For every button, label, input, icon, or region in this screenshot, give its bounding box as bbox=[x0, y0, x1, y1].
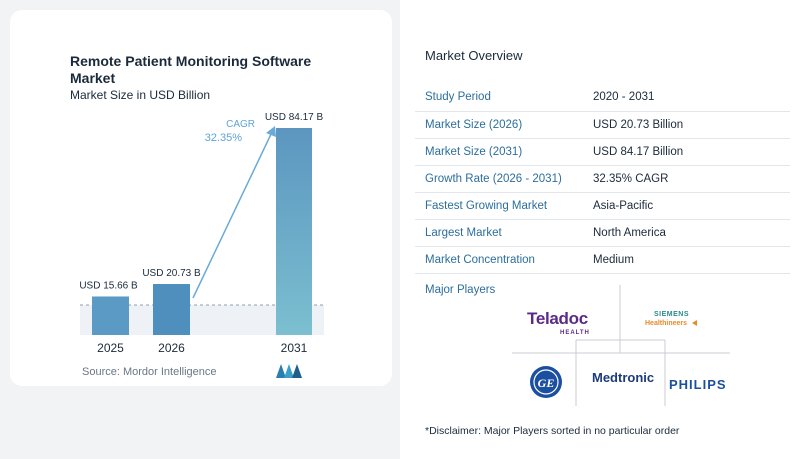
ge-logo-text: GE bbox=[538, 376, 555, 390]
value-label-2025: USD 15.66 B bbox=[79, 280, 138, 291]
healthineers-logo: Healthineers bbox=[645, 320, 688, 327]
row-key: Fastest Growing Market bbox=[415, 192, 585, 220]
row-value: North America bbox=[585, 219, 790, 247]
row-key: Growth Rate (2026 - 2031) bbox=[415, 165, 585, 193]
table-row: Growth Rate (2026 - 2031) 32.35% CAGR bbox=[415, 165, 790, 193]
cagr-value: 32.35% bbox=[205, 132, 243, 144]
chart-title: Remote Patient Monitoring Software Marke… bbox=[70, 53, 312, 86]
table-row: Market Size (2026) USD 20.73 Billion bbox=[415, 111, 790, 139]
row-value: 2020 - 2031 bbox=[585, 84, 790, 112]
row-value: USD 20.73 Billion bbox=[585, 111, 790, 139]
table-row: Study Period 2020 - 2031 bbox=[415, 84, 790, 112]
category-label-2031: 2031 bbox=[281, 341, 308, 355]
value-label-2031: USD 84.17 B bbox=[265, 112, 324, 123]
market-overview-title: Market Overview bbox=[425, 48, 523, 63]
market-overview-table: Study Period 2020 - 2031 Market Size (202… bbox=[415, 84, 790, 274]
teladoc-logo: Teladoc bbox=[527, 309, 588, 328]
bar-2025 bbox=[92, 296, 129, 335]
bar-chart: USD 15.66 B USD 20.73 B USD 84.17 B 2025… bbox=[79, 112, 324, 355]
row-value: Asia-Pacific bbox=[585, 192, 790, 220]
table-row: Largest Market North America bbox=[415, 219, 790, 247]
teladoc-logo-sub: HEALTH bbox=[560, 330, 590, 336]
row-key: Study Period bbox=[415, 84, 585, 112]
value-label-2026: USD 20.73 B bbox=[142, 268, 201, 279]
disclaimer-text: *Disclaimer: Major Players sorted in no … bbox=[425, 425, 680, 437]
chart-subtitle: Market Size in USD Billion bbox=[70, 88, 211, 102]
cagr-label: CAGR bbox=[226, 119, 255, 130]
cagr-arrow-head bbox=[266, 126, 276, 137]
bar-2026 bbox=[153, 284, 190, 335]
row-key: Market Size (2026) bbox=[415, 111, 585, 139]
mordor-intelligence-logo-icon bbox=[276, 364, 302, 378]
table-row: Market Size (2031) USD 84.17 Billion bbox=[415, 138, 790, 166]
category-label-2025: 2025 bbox=[97, 341, 124, 355]
table-row: Market Concentration Medium bbox=[415, 246, 790, 274]
row-value: 32.35% CAGR bbox=[585, 165, 790, 193]
cagr-arrow-line bbox=[192, 131, 273, 299]
row-key: Largest Market bbox=[415, 219, 585, 247]
bar-2031 bbox=[276, 128, 312, 335]
table-row: Fastest Growing Market Asia-Pacific bbox=[415, 192, 790, 220]
siemens-logo: SIEMENS bbox=[654, 311, 690, 318]
source-text: Source: Mordor Intelligence bbox=[82, 366, 217, 378]
philips-logo: PHILIPS bbox=[669, 377, 727, 392]
row-value: USD 84.17 Billion bbox=[585, 138, 790, 166]
row-value: Medium bbox=[585, 246, 790, 274]
medtronic-logo: Medtronic bbox=[592, 370, 655, 385]
major-players-title: Major Players bbox=[425, 284, 496, 296]
healthineers-dots-icon bbox=[692, 320, 697, 326]
category-label-2026: 2026 bbox=[158, 341, 185, 355]
ge-logo-icon bbox=[530, 366, 562, 398]
row-key: Market Concentration bbox=[415, 246, 585, 274]
row-key: Market Size (2031) bbox=[415, 138, 585, 166]
